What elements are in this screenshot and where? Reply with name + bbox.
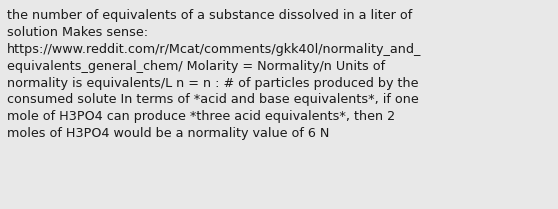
Text: the number of equivalents of a substance dissolved in a liter of
solution Makes : the number of equivalents of a substance… xyxy=(7,9,421,140)
